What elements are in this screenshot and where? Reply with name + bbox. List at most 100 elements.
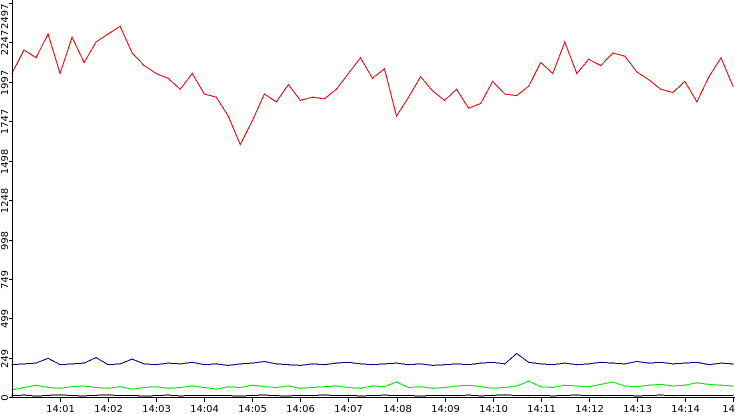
series-2-point bbox=[528, 380, 530, 382]
series-0-point bbox=[107, 33, 109, 35]
series-2-point bbox=[203, 386, 205, 389]
series-0-point bbox=[612, 52, 614, 54]
series-3-point bbox=[371, 395, 374, 397]
x-tick-label: 14:12 bbox=[575, 404, 604, 415]
series-1-point bbox=[179, 363, 181, 365]
series-0-point bbox=[287, 84, 289, 86]
series-2-point bbox=[696, 382, 698, 384]
series-2-point bbox=[408, 386, 410, 389]
series-3-point bbox=[155, 395, 157, 397]
series-1-point bbox=[263, 360, 265, 363]
series-2-point bbox=[564, 384, 566, 386]
series-0-point bbox=[23, 49, 25, 51]
series-0-point bbox=[696, 101, 698, 103]
series-2-point bbox=[239, 386, 241, 389]
series-0-point bbox=[624, 55, 626, 57]
y-tick-label: 2497 bbox=[0, 4, 11, 29]
series-0-point bbox=[660, 88, 662, 90]
series-0-point bbox=[600, 65, 602, 67]
series-2-point bbox=[624, 385, 626, 387]
series-3-point bbox=[468, 394, 470, 396]
series-1-point bbox=[311, 363, 313, 365]
series-2-point bbox=[660, 383, 662, 385]
y-tick-label: 1248 bbox=[0, 188, 11, 213]
series-3-point bbox=[35, 395, 37, 397]
series-3-point bbox=[335, 395, 337, 397]
series-3-point bbox=[23, 394, 25, 396]
series-2-point bbox=[516, 385, 518, 387]
series-0-point bbox=[420, 76, 422, 78]
series-1-point bbox=[588, 363, 590, 365]
series-2-point bbox=[480, 386, 482, 388]
series-3-point bbox=[167, 394, 169, 396]
series-1-point bbox=[167, 362, 169, 364]
series-2-point bbox=[287, 385, 289, 387]
series-2-point bbox=[323, 386, 325, 388]
series-1-point bbox=[239, 363, 241, 365]
x-tick-label: 14:08 bbox=[383, 404, 412, 415]
series-3-point bbox=[588, 395, 590, 397]
series-0-point bbox=[59, 72, 61, 75]
series-1-point bbox=[359, 363, 362, 365]
y-tick-label: 499 bbox=[0, 309, 11, 328]
series-2-point bbox=[444, 386, 446, 389]
series-0 bbox=[11, 25, 734, 146]
series-3-point bbox=[383, 394, 386, 396]
series-3-point bbox=[359, 395, 362, 397]
series-1-point bbox=[708, 364, 710, 366]
series-3-point bbox=[311, 395, 313, 397]
series-3-point bbox=[504, 394, 506, 396]
x-tick-label: 14:03 bbox=[142, 404, 171, 415]
series-1-point bbox=[432, 364, 434, 366]
series-3-point bbox=[720, 395, 722, 397]
series-0-point bbox=[708, 76, 710, 78]
series-0-point bbox=[335, 88, 337, 90]
series-layer bbox=[11, 25, 734, 397]
series-2-point bbox=[576, 385, 578, 387]
series-3-point bbox=[191, 394, 193, 396]
series-1-point bbox=[203, 364, 205, 366]
series-1-point bbox=[420, 363, 422, 365]
series-0-point bbox=[311, 96, 313, 98]
series-0-point bbox=[492, 80, 494, 82]
series-1-point bbox=[23, 363, 25, 365]
series-0-point bbox=[275, 101, 277, 103]
y-tick-label: 249 bbox=[0, 349, 11, 368]
series-0-point bbox=[299, 99, 301, 101]
series-3-point bbox=[47, 394, 49, 396]
series-1-point bbox=[600, 361, 602, 363]
series-0-point bbox=[408, 96, 410, 98]
series-2-point bbox=[71, 386, 73, 388]
series-2-point bbox=[95, 386, 97, 389]
series-2-point bbox=[23, 386, 25, 389]
x-tick-label: 14:14 bbox=[671, 404, 700, 415]
series-1-point bbox=[696, 361, 698, 363]
series-0-point bbox=[371, 77, 374, 79]
x-tick-label: 14:05 bbox=[238, 404, 267, 415]
series-1-point bbox=[684, 362, 686, 364]
y-tick-label: 2247 bbox=[0, 30, 11, 55]
series-0-point bbox=[359, 57, 362, 59]
series-2-point bbox=[155, 386, 157, 388]
series-1-point bbox=[624, 363, 626, 365]
series-1-point bbox=[383, 363, 386, 365]
series-3-point bbox=[107, 394, 109, 396]
series-3-point bbox=[347, 394, 350, 396]
series-2-point bbox=[275, 386, 277, 389]
series-3-point bbox=[71, 395, 73, 397]
series-2-point bbox=[191, 385, 193, 387]
series-3-point bbox=[636, 395, 638, 397]
series-0-point bbox=[71, 36, 73, 38]
series-2-point bbox=[359, 387, 362, 389]
series-2-point bbox=[468, 384, 470, 386]
series-0-point bbox=[179, 88, 181, 90]
series-2-point bbox=[311, 386, 313, 389]
series-1-point bbox=[347, 361, 350, 363]
series-3-point bbox=[552, 395, 554, 397]
series-3-point bbox=[696, 395, 698, 397]
series-0-point bbox=[732, 85, 734, 87]
series-1-point bbox=[395, 362, 398, 364]
series-2-point bbox=[588, 386, 590, 388]
series-1-point bbox=[408, 364, 410, 366]
series-2-point bbox=[227, 386, 229, 388]
